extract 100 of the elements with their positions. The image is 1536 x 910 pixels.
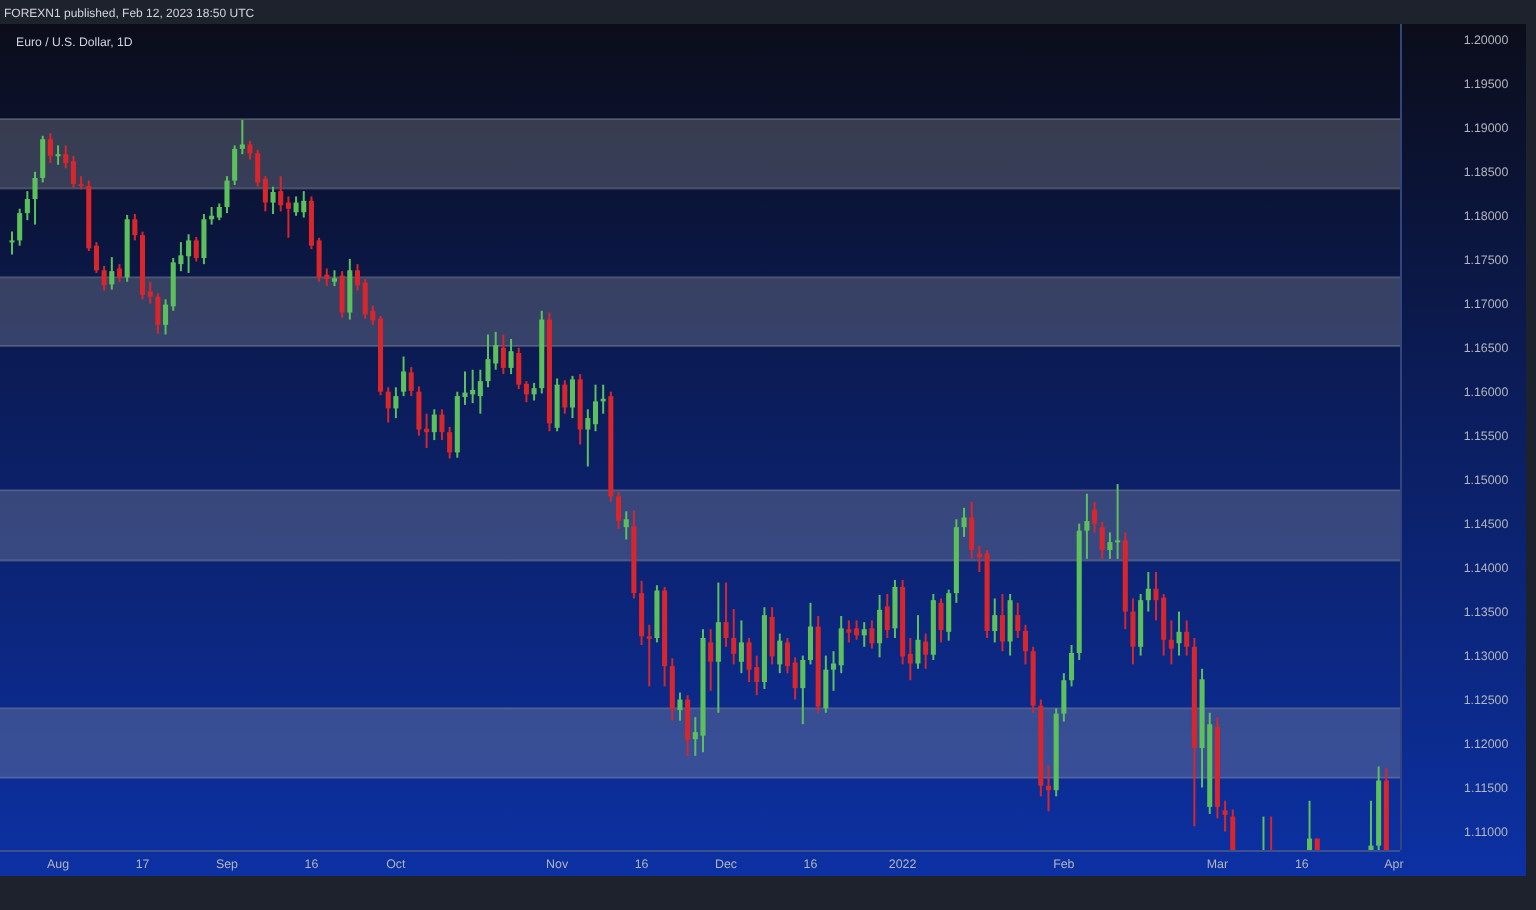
candlestick xyxy=(1138,593,1144,657)
candlestick xyxy=(201,213,207,266)
candlestick xyxy=(247,139,253,161)
candlestick xyxy=(401,355,407,398)
candlestick xyxy=(239,118,245,156)
candlestick xyxy=(877,593,883,659)
candlestick xyxy=(769,606,775,666)
candlestick xyxy=(746,637,752,683)
candlestick xyxy=(677,691,683,722)
candlestick xyxy=(800,654,806,726)
candlestick xyxy=(285,195,291,239)
candlestick xyxy=(232,144,238,186)
candlestick xyxy=(1092,500,1098,534)
candlestick xyxy=(47,132,53,164)
candlestick xyxy=(408,366,414,398)
candlestick xyxy=(1145,571,1151,613)
candlestick xyxy=(301,190,307,219)
candlestick xyxy=(646,623,652,688)
candlestick xyxy=(224,175,230,215)
candlestick xyxy=(101,264,107,292)
candlestick xyxy=(869,619,875,650)
candlestick xyxy=(1061,672,1067,723)
candlestick xyxy=(1084,492,1090,560)
candlestick xyxy=(846,619,852,644)
candlestick xyxy=(946,588,952,642)
candlestick xyxy=(1222,799,1228,833)
candlestick xyxy=(431,408,437,442)
candlestick xyxy=(416,385,422,437)
candlestick xyxy=(9,230,15,256)
candlestick xyxy=(347,257,353,321)
candlestick xyxy=(592,383,599,433)
candlestick xyxy=(470,368,476,405)
candlestick xyxy=(685,694,691,757)
candlestick xyxy=(516,346,522,391)
candlestick xyxy=(708,628,714,692)
candlestick xyxy=(1115,483,1121,560)
candlestick xyxy=(1045,764,1052,813)
candlestick xyxy=(854,619,860,641)
candlestick xyxy=(738,619,744,675)
candlestick xyxy=(1368,799,1374,850)
candlestick xyxy=(961,506,967,538)
candlestick xyxy=(585,408,591,468)
candlestick xyxy=(278,175,284,213)
candlestick xyxy=(339,270,345,319)
candlestick xyxy=(1069,644,1075,688)
candlestick xyxy=(1015,601,1021,639)
candlestick xyxy=(186,233,192,274)
candlestick xyxy=(439,408,445,442)
candlestick xyxy=(554,377,560,433)
candlestick xyxy=(109,256,115,291)
candlestick xyxy=(861,621,867,648)
candlestick xyxy=(393,386,399,420)
candlestick xyxy=(1099,520,1105,560)
candlestick xyxy=(915,614,921,670)
candlestick xyxy=(715,581,721,714)
candlestick xyxy=(969,500,975,560)
candlestick xyxy=(1022,623,1028,666)
candlestick xyxy=(1230,808,1236,850)
candlestick xyxy=(562,379,568,415)
candlestick xyxy=(477,368,483,415)
candlestick xyxy=(938,597,944,644)
candlestick xyxy=(731,607,737,666)
candlestick xyxy=(884,593,890,639)
candlestick xyxy=(639,579,645,647)
candlestick xyxy=(923,632,929,670)
candlestick xyxy=(1161,593,1167,657)
candlestick xyxy=(838,615,844,675)
candlestick xyxy=(362,278,368,320)
candlestick xyxy=(823,654,829,714)
candlestick xyxy=(623,510,629,541)
candlestick xyxy=(992,597,998,644)
candlestick xyxy=(1176,610,1182,657)
candlestick xyxy=(777,632,783,675)
candlestick xyxy=(1107,531,1113,560)
candlestick xyxy=(999,593,1005,653)
candlestick xyxy=(1168,619,1174,666)
candlestick xyxy=(447,425,453,460)
candlestick xyxy=(24,190,30,222)
candlestick xyxy=(1130,597,1136,666)
candlestick xyxy=(1184,619,1190,657)
candlestick xyxy=(1307,799,1313,850)
candlestick xyxy=(132,213,138,242)
candlestick xyxy=(32,170,38,226)
candlestick xyxy=(270,185,276,216)
candlestick xyxy=(807,601,814,666)
candlestick xyxy=(70,154,76,189)
candlestick xyxy=(193,235,199,263)
candlestick xyxy=(669,657,675,722)
candlestick xyxy=(569,374,576,420)
candlestick xyxy=(892,578,898,639)
candlestick xyxy=(17,207,23,247)
candlestick xyxy=(723,581,729,648)
candlestick xyxy=(385,386,391,424)
candlestick xyxy=(293,195,299,217)
candlestick xyxy=(654,584,660,644)
candlestick xyxy=(500,333,506,376)
candlestick xyxy=(55,144,61,166)
candlestick xyxy=(1007,593,1013,657)
candlestick xyxy=(508,337,514,376)
candlestick xyxy=(155,292,161,335)
